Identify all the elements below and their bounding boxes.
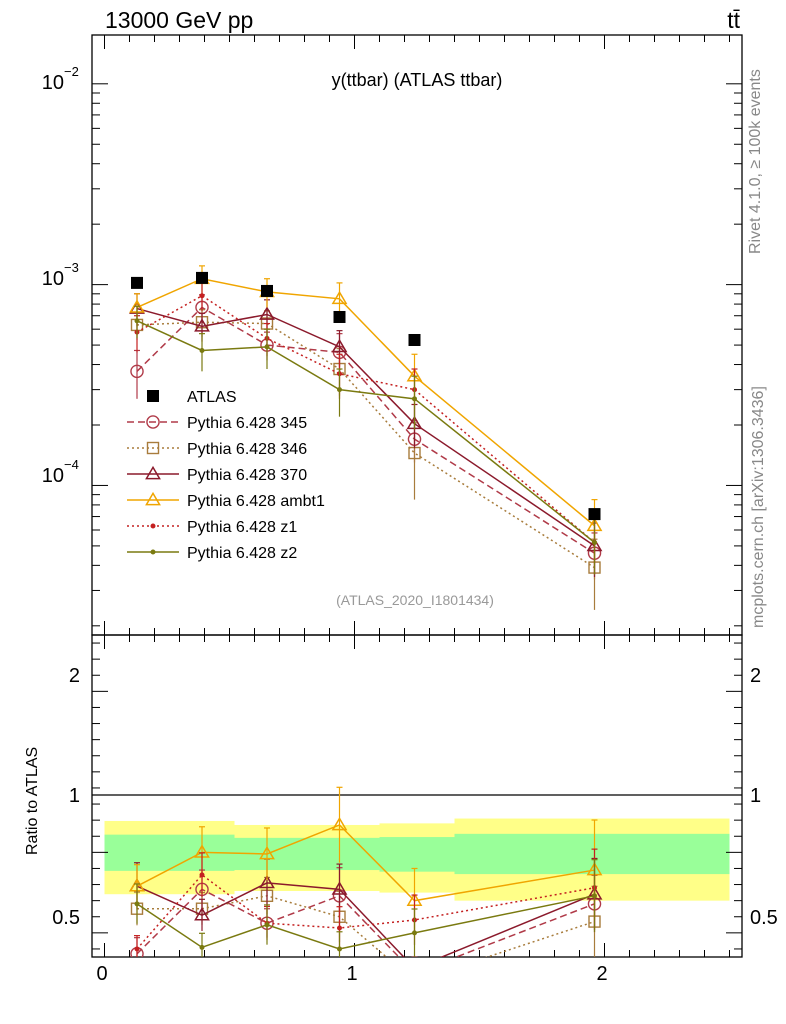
series-point-3-3: [331, 290, 348, 305]
series-point-2-3: [331, 338, 348, 353]
x-tick-label-0: 0: [96, 963, 107, 985]
legend-label-z2: Pythia 6.428 z2: [187, 545, 297, 562]
ratio-point-5-4: [412, 930, 417, 936]
legend-marker-1: [146, 441, 160, 455]
legend-marker-4: [150, 523, 156, 529]
series-point-5-3: [337, 387, 342, 393]
ratio-point-5-2: [264, 922, 270, 928]
legend-label-345: Pythia 6.428 345: [187, 415, 307, 432]
x-tick-label-2: 2: [596, 963, 607, 985]
ratio-point-5-0: [134, 901, 140, 907]
side-label-bottom: mcplots.cern.ch [arXiv:1306.3436]: [750, 386, 767, 628]
process-label: tt̄: [727, 7, 740, 33]
ratio-line-4: [136, 873, 595, 950]
y-tick-exp-1e-2: −2: [64, 64, 79, 79]
series-point-5-0: [134, 318, 140, 324]
ratio-point-2-4: [408, 962, 421, 973]
legend: ATLAS Pythia 6.428 345 Pythia 6.428 346 …: [127, 389, 325, 562]
data-point-5: [588, 508, 601, 521]
legend-label-atlas: ATLAS: [187, 389, 237, 406]
ratio-line-5: [136, 895, 595, 950]
ratio-plot: [129, 786, 603, 987]
ratio-point-4-1: [199, 872, 205, 878]
ratio-tick-label-2-right: 2: [750, 665, 761, 687]
ratio-point-3-3: [331, 816, 348, 831]
series-point-5-1: [199, 347, 205, 353]
legend-label-346: Pythia 6.428 346: [187, 441, 307, 458]
legend-marker-2: [145, 465, 161, 480]
series-point-2-2: [259, 306, 275, 320]
series-point-0-0: [130, 364, 144, 379]
ratio-y-axis-label: Ratio to ATLAS: [24, 747, 41, 855]
ratio-point-3-2: [259, 845, 275, 860]
chart-watermark: (ATLAS_2020_I1801434): [336, 592, 494, 608]
series-line-0: [136, 306, 595, 554]
ratio-tick-label-0.5-left: 0.5: [52, 907, 80, 929]
y-tick-exp-1e-3: −3: [64, 260, 79, 275]
main-plot: [129, 265, 603, 610]
ratio-point-5-1: [199, 944, 205, 950]
series-point-5-4: [412, 396, 417, 402]
legend-label-ambt1: Pythia 6.428 ambt1: [187, 493, 325, 510]
legend-marker-3: [145, 491, 161, 506]
legend-marker-0: [146, 415, 160, 429]
legend-marker-5: [150, 549, 156, 555]
data-point-0: [131, 276, 143, 289]
legend-label-z1: Pythia 6.428 z1: [187, 519, 297, 536]
ratio-line-2: [136, 882, 595, 957]
ratio-point-1-4: [409, 976, 420, 987]
ratio-band-inner-4: [379, 837, 455, 872]
ratio-tick-label-0.5-right: 0.5: [750, 907, 778, 929]
y-tick-exp-1e-4: −4: [64, 457, 79, 472]
ratio-point-0-4: [408, 967, 420, 979]
series-point-5-5: [592, 539, 597, 545]
ratio-point-5-3: [337, 946, 342, 952]
legend-label-370: Pythia 6.428 370: [187, 467, 307, 484]
chart-title: y(ttbar) (ATLAS ttbar): [332, 70, 503, 90]
y-tick-label-1e-3: 10: [42, 268, 64, 290]
ratio-point-2-3: [331, 881, 348, 895]
series-point-4-1: [199, 293, 205, 299]
ratio-point-2-2: [259, 874, 275, 889]
data-point-4: [408, 333, 421, 346]
axes: [92, 35, 742, 957]
ratio-tick-label-1-left: 1: [69, 785, 80, 807]
series-line-3: [136, 277, 595, 527]
y-tick-label-1e-4: 10: [42, 465, 64, 487]
ratio-line-3: [136, 824, 595, 902]
data-point-1: [196, 271, 208, 284]
series-point-5-2: [264, 344, 270, 350]
ratio-point-2-1: [194, 907, 210, 921]
ratio-line-0: [136, 888, 595, 957]
series-point-2-1: [194, 318, 210, 332]
energy-label: 13000 GeV pp: [105, 7, 253, 33]
legend-marker-atlas: [147, 390, 159, 402]
ratio-point-4-3: [337, 925, 342, 931]
x-tick-label-1: 1: [346, 963, 357, 985]
data-point-3: [333, 310, 346, 323]
side-label-top: Rivet 4.1.0, ≥ 100k events: [747, 69, 764, 254]
ratio-bands: [104, 818, 730, 901]
series-line-5: [136, 320, 595, 544]
ratio-line-1: [137, 895, 595, 957]
ratio-point-5-5: [592, 893, 597, 899]
ratio-tick-label-2-left: 2: [69, 665, 80, 687]
y-tick-label-1e-2: 10: [42, 72, 64, 94]
data-point-2: [261, 284, 273, 297]
ratio-tick-label-1-right: 1: [750, 785, 761, 807]
series-line-2: [136, 307, 595, 547]
ratio-point-4-0: [134, 946, 140, 952]
